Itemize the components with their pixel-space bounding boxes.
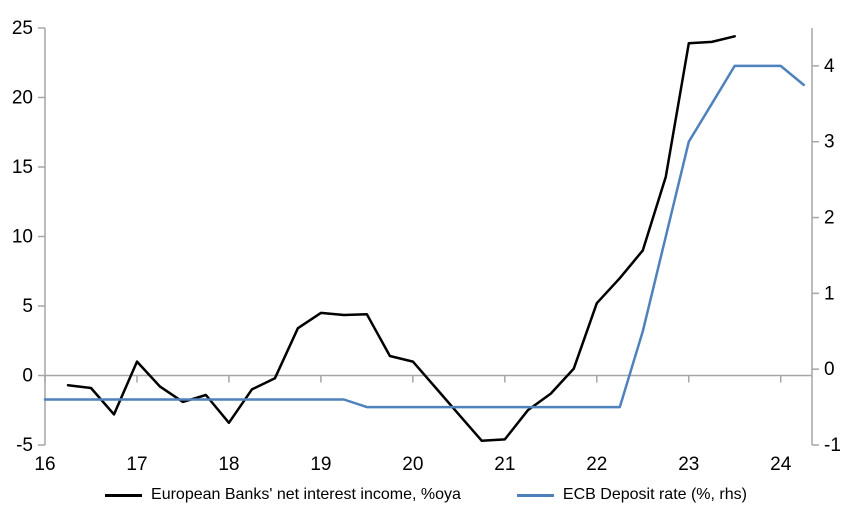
x-axis-tick-label: 24 <box>770 454 792 475</box>
x-axis-tick-label: 19 <box>310 454 331 475</box>
x-axis-tick-label: 17 <box>126 454 147 475</box>
right-axis-tick-label: 0 <box>824 359 835 380</box>
x-axis-tick-label: 21 <box>494 454 515 475</box>
right-axis-tick-label: 4 <box>824 56 835 77</box>
left-axis-tick-label: 10 <box>12 227 33 248</box>
right-axis-tick-label: 3 <box>824 132 835 153</box>
series-line-net-interest-income <box>66 35 736 443</box>
left-axis-tick-label: 25 <box>12 18 33 39</box>
left-axis-tick-label: 20 <box>12 88 33 109</box>
right-axis-tick-label: 1 <box>824 283 835 304</box>
legend-item-net-interest-income: European Banks' net interest income, %oy… <box>105 486 461 504</box>
legend-item-ecb-deposit-rate: ECB Deposit rate (%, rhs) <box>516 486 747 504</box>
chart-legend: European Banks' net interest income, %oy… <box>0 486 852 504</box>
x-axis-tick-label: 18 <box>218 454 239 475</box>
x-axis-tick-label: 16 <box>34 454 55 475</box>
left-axis-tick-label: -5 <box>16 435 33 456</box>
right-axis-tick-label: -1 <box>824 435 841 456</box>
legend-label: ECB Deposit rate (%, rhs) <box>562 486 747 503</box>
left-axis-tick-label: 15 <box>12 157 33 178</box>
legend-line-swatch-blue <box>516 493 554 497</box>
legend-line-swatch-black <box>105 493 143 497</box>
x-axis-tick-label: 20 <box>402 454 423 475</box>
series-line-ecb-deposit-rate <box>43 64 805 409</box>
left-axis-tick-label: 0 <box>22 366 33 387</box>
x-axis-tick-label: 23 <box>678 454 699 475</box>
legend-label: European Banks' net interest income, %oy… <box>151 486 461 503</box>
right-axis-tick-label: 2 <box>824 208 835 229</box>
x-axis-tick-label: 22 <box>586 454 607 475</box>
left-axis-tick-label: 5 <box>22 296 33 317</box>
